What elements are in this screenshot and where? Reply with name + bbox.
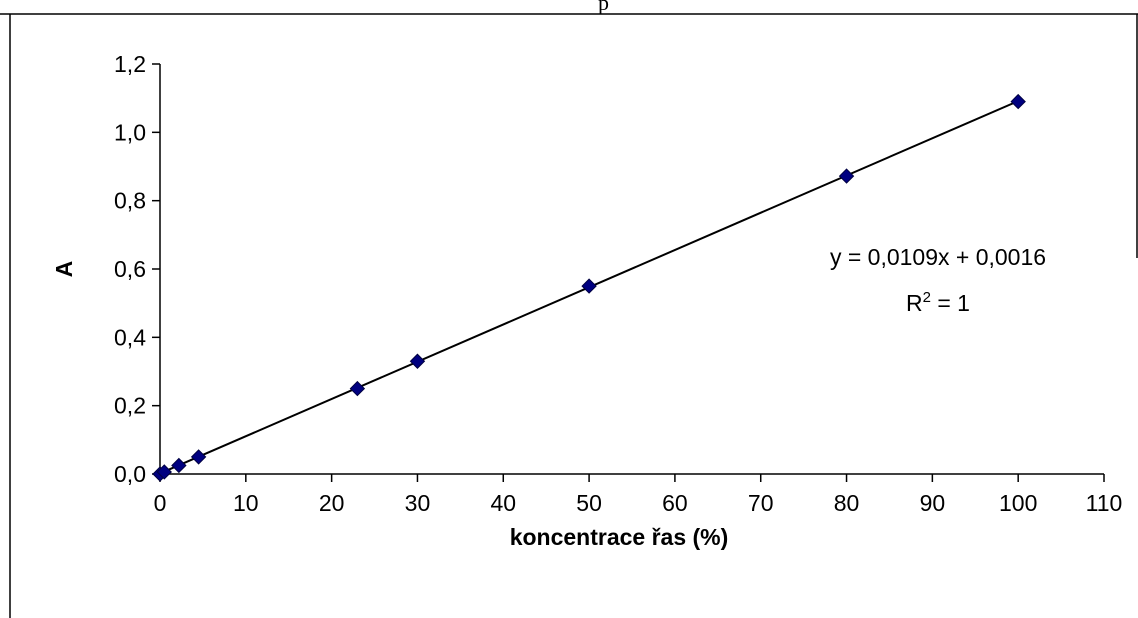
y-ticks: 0,0 0,2 0,4 0,6 0,8 1,0 1,2	[114, 51, 160, 487]
x-tick-label: 110	[1086, 490, 1123, 516]
x-tick-label: 100	[999, 490, 1037, 516]
header-fragment: p	[598, 0, 609, 15]
x-tick-label: 50	[576, 490, 602, 516]
y-tick-label: 0,0	[114, 461, 146, 487]
data-point	[156, 464, 172, 480]
data-point	[171, 457, 187, 474]
y-axis-title: A	[51, 261, 77, 278]
x-tick-label: 20	[319, 490, 345, 516]
x-tick-label: 90	[920, 490, 946, 516]
x-tick-label: 40	[490, 490, 516, 516]
x-tick-label: 0	[154, 490, 167, 516]
r-squared-prefix: R	[906, 290, 923, 316]
r-squared-suffix: = 1	[931, 290, 970, 316]
y-tick-label: 0,6	[114, 256, 146, 282]
data-point	[349, 380, 366, 397]
y-tick-label: 0,8	[114, 188, 146, 214]
data-point	[581, 278, 597, 294]
y-tick-label: 1,0	[114, 119, 146, 145]
r-squared-superscript: 2	[923, 289, 931, 306]
data-point	[409, 353, 426, 369]
equation-label: y = 0,0109x + 0,0016	[830, 244, 1046, 270]
data-points	[152, 93, 1026, 482]
y-tick-label: 0,4	[114, 324, 146, 350]
y-tick-label: 1,2	[114, 51, 146, 77]
x-tick-label: 60	[662, 490, 688, 516]
data-point	[838, 168, 855, 184]
r-squared-label: R2 = 1	[906, 289, 970, 316]
x-axis-title: koncentrace řas (%)	[510, 524, 729, 550]
x-ticks: 0 10 20 30 40 50 60 70 80 90 100 110	[154, 474, 1123, 516]
data-point	[190, 449, 207, 465]
x-tick-label: 30	[405, 490, 431, 516]
y-tick-label: 0,2	[114, 393, 146, 419]
x-tick-label: 80	[834, 490, 860, 516]
data-point	[1010, 93, 1026, 110]
x-tick-label: 10	[233, 490, 259, 516]
x-tick-label: 70	[748, 490, 774, 516]
